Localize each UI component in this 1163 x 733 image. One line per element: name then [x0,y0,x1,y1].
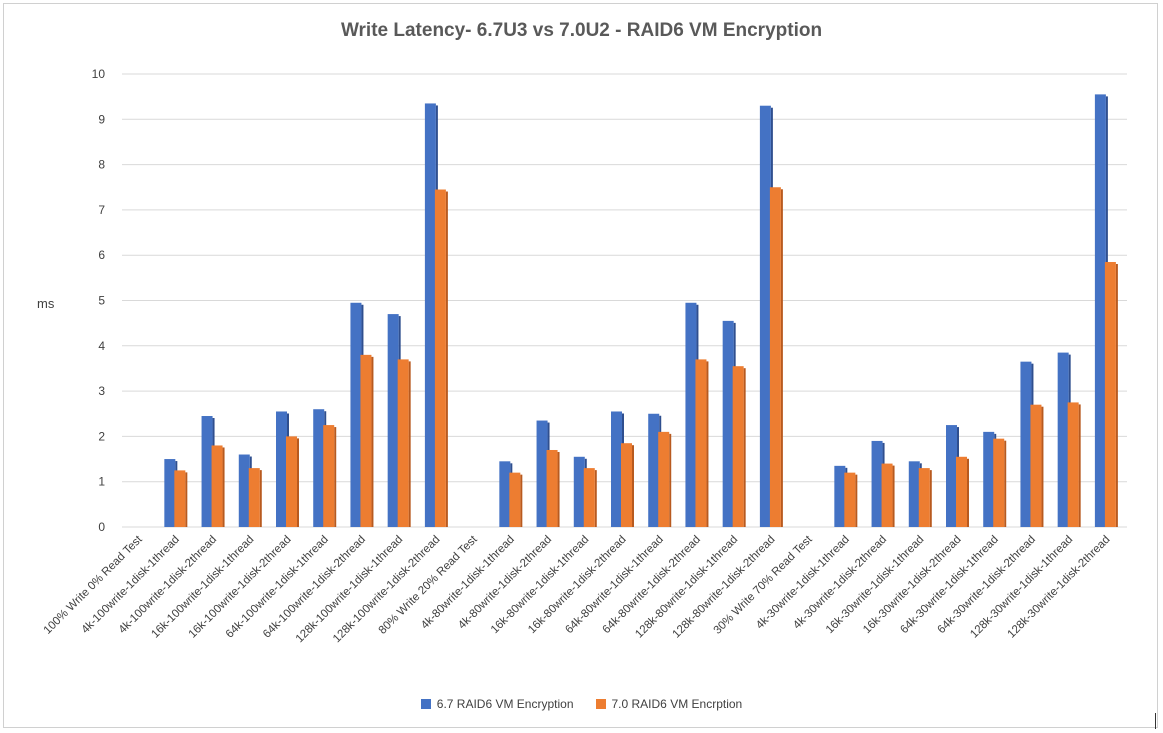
bar-side-2 [222,447,225,527]
bar-side-2 [185,472,188,527]
bar-side-2 [445,191,448,527]
bar-series-1 [946,425,957,527]
bar-series-1 [1020,361,1032,527]
bar-series-1 [983,431,995,527]
bar-series-1 [201,416,213,527]
legend-item-series-1: 6.7 RAID6 VM Encryption [420,697,574,711]
bar-series-1 [834,465,846,527]
bar-side-2 [259,470,262,527]
bar-series-2 [844,472,856,527]
bars [164,94,1118,528]
y-tick-label: 9 [98,112,105,126]
bar-side-2 [743,368,746,527]
bar-series-1 [424,103,436,527]
bar-series-2 [732,366,744,527]
bar-series-2 [658,431,670,527]
bar-series-2 [881,463,893,527]
bar-series-1 [759,105,771,528]
bar-series-2 [248,468,260,527]
chart-title: Write Latency- 6.7U3 vs 7.0U2 - RAID6 VM… [340,20,823,41]
bar-series-1 [536,420,548,527]
bar-series-2 [1067,402,1079,527]
bar-series-2 [509,472,521,527]
legend-swatch-series-2 [595,699,606,709]
bar-series-1 [238,454,250,527]
bar-series-1 [908,461,920,527]
y-tick-label: 4 [98,339,105,353]
bar-series-1 [611,411,622,527]
y-tick-label: 5 [98,294,105,308]
bar-series-1 [350,302,362,527]
bar-side-2 [520,474,523,527]
bar-series-2 [621,443,632,527]
bar-series-2 [956,456,967,527]
bar-series-1 [313,409,325,527]
y-axis-ticks: 0 1 2 3 4 5 6 7 8 9 10 [92,67,106,534]
bar-series-2 [211,445,223,527]
bar-series-1 [871,440,883,527]
bar-series-1 [164,459,176,527]
chart-frame [3,3,1158,728]
y-tick-label: 7 [98,203,105,217]
bar-series-1 [1057,352,1069,527]
bar-side-2 [1115,263,1118,527]
bar-series-1 [276,411,287,527]
bar-side-2 [632,445,634,527]
bar-series-1 [685,302,697,527]
bar-side-2 [408,361,411,527]
bar-series-2 [286,436,297,527]
bar-side-2 [669,433,672,527]
bar-series-2 [174,470,186,527]
legend-item-series-2: 7.0 RAID6 VM Encrption [595,697,743,711]
bar-side-2 [1004,440,1007,527]
bar-series-1 [648,413,660,527]
y-tick-label: 1 [98,475,105,489]
y-axis-label: ms [37,296,55,311]
bar-series-2 [434,189,446,527]
bar-series-2 [1104,261,1116,527]
y-tick-label: 8 [98,158,105,172]
legend-label-series-1: 6.7 RAID6 VM Encryption [436,697,574,711]
bar-series-2 [769,187,781,527]
y-tick-label: 10 [92,67,106,81]
bar-side-2 [967,458,969,527]
bar-series-2 [546,449,558,527]
bar-side-2 [1078,404,1081,527]
y-tick-label: 6 [98,248,105,262]
x-axis-category-labels: 100% Write 0% Read Test4k-100write-1disk… [42,533,1113,645]
legend-swatch-series-1 [420,699,431,709]
bar-side-2 [780,189,783,527]
bar-series-1 [1094,94,1106,527]
bar-side-2 [557,451,560,527]
bar-series-2 [323,425,335,527]
legend-label-series-2: 7.0 RAID6 VM Encrption [611,697,743,711]
bar-series-2 [397,359,409,527]
y-tick-label: 2 [98,429,105,443]
bar-series-1 [722,320,734,527]
text-cursor [1155,713,1156,729]
bar-side-2 [855,474,858,527]
bar-series-1 [573,456,585,527]
bar-series-1 [499,461,511,527]
bar-series-2 [360,354,372,527]
bar-side-2 [892,465,895,527]
bar-series-2 [918,468,930,527]
bar-side-2 [334,427,337,527]
bar-side-2 [594,470,597,527]
bar-series-2 [583,468,595,527]
bar-side-2 [706,361,709,527]
legend: 6.7 RAID6 VM Encryption 7.0 RAID6 VM Enc… [0,697,1163,711]
bar-series-2 [1030,404,1042,527]
y-tick-label: 3 [98,384,105,398]
bar-side-2 [929,470,932,527]
bar-side-2 [1041,406,1044,527]
bar-series-2 [993,438,1005,527]
bar-side-2 [297,438,299,527]
bar-series-1 [387,314,399,527]
y-tick-label: 0 [98,520,105,534]
bar-series-2 [695,359,707,527]
bar-side-2 [371,356,374,527]
